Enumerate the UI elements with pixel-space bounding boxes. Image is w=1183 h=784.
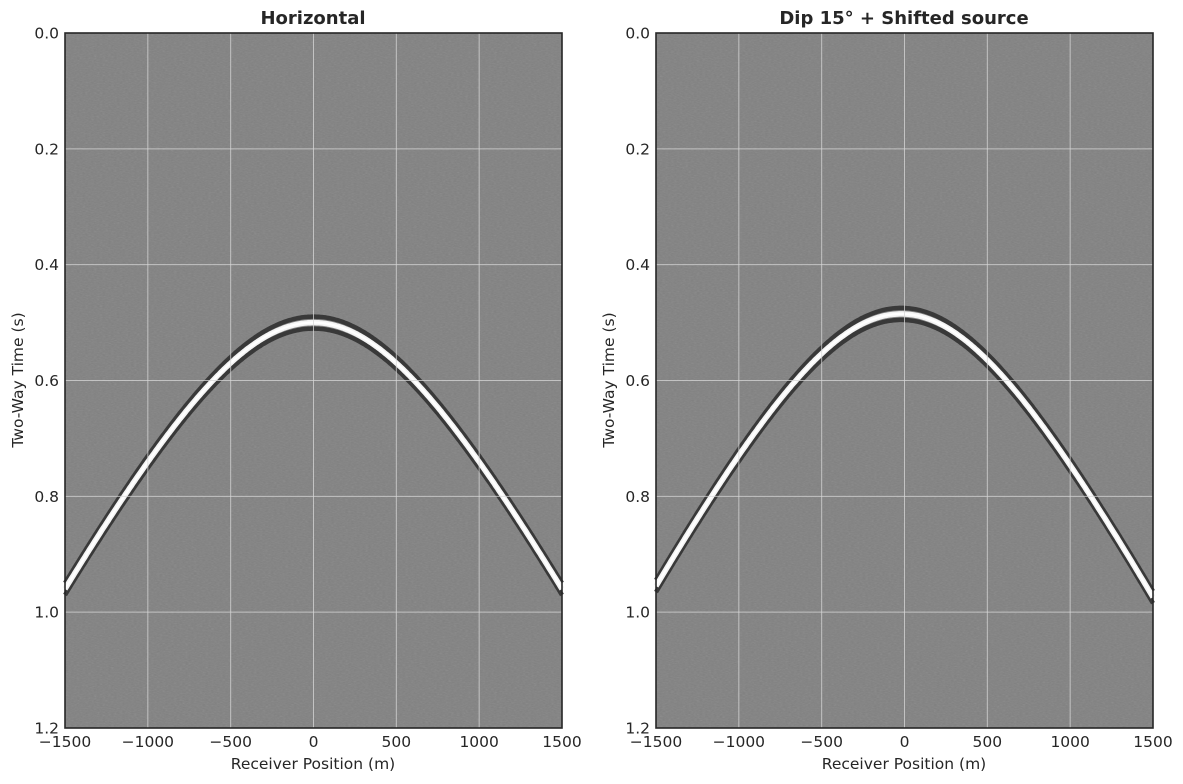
axes-frame: [64, 32, 563, 729]
x-tick-label: −1000: [713, 733, 765, 751]
y-tick-label: 0.0: [625, 25, 650, 43]
panel-title: Dip 15° + Shifted source: [779, 8, 1028, 29]
y-axis-label: Two-Way Time (s): [9, 312, 27, 448]
y-tick-label: 0.8: [34, 488, 59, 506]
y-tick-label: 0.2: [34, 140, 59, 158]
y-tick-label: 0.0: [34, 25, 59, 43]
panel-horizontal: Horizontal −1500 −1000 −500 0 500 1000 1500 0.…: [9, 8, 582, 773]
x-tick-label: 0: [309, 733, 319, 751]
x-axis-label: Receiver Position (m): [822, 755, 986, 773]
y-tick-label: 0.4: [625, 256, 650, 274]
x-tick-label: 500: [973, 733, 1003, 751]
x-tick-label: −500: [800, 733, 843, 751]
y-tick-label: 1.2: [625, 720, 650, 738]
x-tick-labels: −1500 −1000 −500 0 500 1000 1500: [39, 733, 582, 751]
x-tick-label: 1000: [459, 733, 498, 751]
grid: [65, 33, 562, 728]
x-tick-labels: −1500 −1000 −500 0 500 1000 1500: [630, 733, 1173, 751]
x-axis-label: Receiver Position (m): [231, 755, 395, 773]
y-tick-label: 1.0: [625, 604, 650, 622]
y-tick-labels: 0.0 0.2 0.4 0.6 0.8 1.0 1.2: [34, 25, 59, 738]
y-tick-label: 0.8: [625, 488, 650, 506]
x-tick-label: 0: [900, 733, 910, 751]
plot-area: [653, 32, 1156, 729]
y-tick-label: 1.2: [34, 720, 59, 738]
x-tick-label: −500: [209, 733, 252, 751]
x-tick-label: −1500: [630, 733, 682, 751]
axes-frame: [655, 32, 1154, 729]
y-tick-label: 0.6: [34, 372, 59, 390]
y-tick-label: 0.6: [625, 372, 650, 390]
grid: [656, 33, 1153, 728]
x-tick-label: 1500: [542, 733, 581, 751]
y-axis-label: Two-Way Time (s): [600, 312, 618, 448]
y-tick-label: 0.2: [625, 140, 650, 158]
x-tick-label: −1500: [39, 733, 91, 751]
x-tick-label: 500: [382, 733, 412, 751]
panel-dip-shifted-source: Dip 15° + Shifted source −1500 −1000 −500 0…: [600, 8, 1173, 773]
y-tick-labels: 0.0 0.2 0.4 0.6 0.8 1.0 1.2: [625, 25, 650, 738]
panel-title: Horizontal: [260, 8, 365, 29]
x-tick-label: 1000: [1050, 733, 1089, 751]
plot-area: [62, 32, 565, 729]
x-tick-label: −1000: [122, 733, 174, 751]
x-tick-label: 1500: [1133, 733, 1172, 751]
y-tick-label: 0.4: [34, 256, 59, 274]
y-tick-label: 1.0: [34, 604, 59, 622]
